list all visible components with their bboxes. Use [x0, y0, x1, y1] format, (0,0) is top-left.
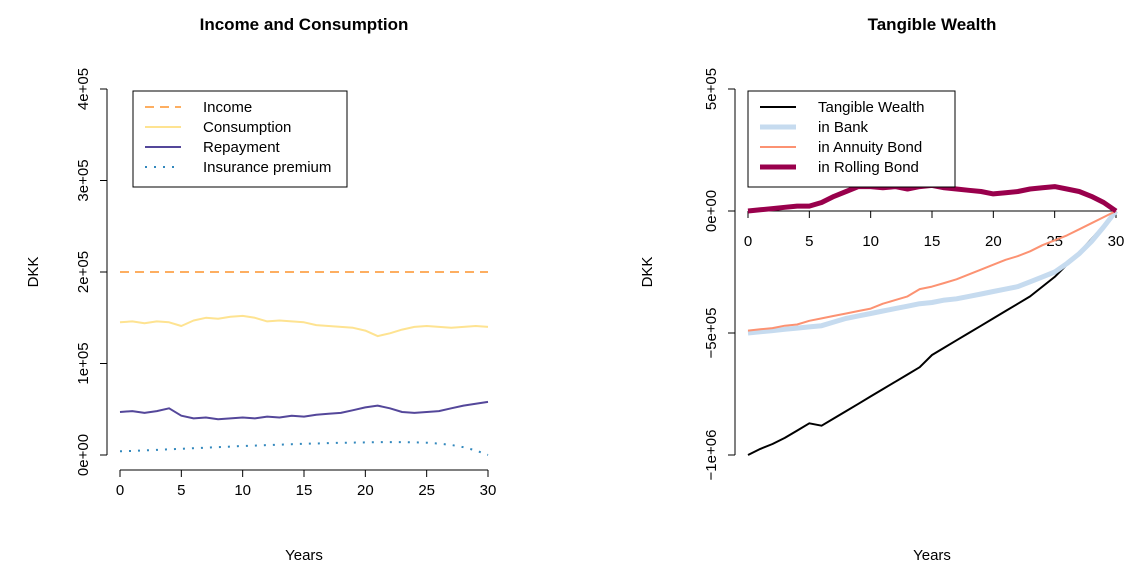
- x-tick-label: 20: [357, 482, 374, 499]
- series-line: [747, 182, 1118, 214]
- x-tick-label: 0: [116, 482, 124, 499]
- legend-label: Income: [203, 99, 252, 116]
- x-axis-label: Years: [285, 547, 323, 564]
- x-tick-label: 10: [234, 482, 251, 499]
- y-tick-label: −5e+05: [703, 308, 720, 359]
- x-tick-label: 20: [985, 233, 1002, 250]
- x-tick-label: 25: [418, 482, 435, 499]
- x-tick-label: 15: [296, 482, 313, 499]
- series-line: [747, 210, 1117, 332]
- y-tick-label: 3e+05: [75, 159, 92, 201]
- chart-title: Tangible Wealth: [868, 15, 997, 34]
- y-tick-label: −1e+06: [703, 430, 720, 481]
- x-axis-label: Years: [913, 547, 951, 564]
- y-tick-label: 5e+05: [703, 68, 720, 110]
- legend-label: in Annuity Bond: [818, 139, 922, 156]
- legend-label: in Rolling Bond: [818, 159, 919, 176]
- legend-label: Insurance premium: [203, 159, 331, 176]
- y-tick-label: 4e+05: [75, 68, 92, 110]
- x-tick-label: 30: [1108, 233, 1125, 250]
- legend-label: Tangible Wealth: [818, 99, 924, 116]
- y-tick-label: 2e+05: [75, 251, 92, 293]
- y-tick-label: 1e+05: [75, 342, 92, 384]
- x-tick-label: 5: [177, 482, 185, 499]
- y-axis-label: DKK: [639, 257, 656, 288]
- x-tick-label: 0: [744, 233, 752, 250]
- legend-label: Consumption: [203, 119, 291, 136]
- series-line: [747, 209, 1118, 336]
- x-tick-label: 5: [805, 233, 813, 250]
- y-tick-label: 0e+00: [75, 434, 92, 476]
- series-line: [119, 400, 489, 421]
- y-axis-label: DKK: [25, 257, 42, 288]
- series-line: [119, 314, 489, 338]
- chart-title: Income and Consumption: [200, 15, 409, 34]
- y-tick-label: 0e+00: [703, 190, 720, 232]
- series-line: [119, 441, 489, 456]
- x-tick-label: 30: [480, 482, 497, 499]
- x-tick-label: 15: [924, 233, 941, 250]
- x-tick-label: 10: [862, 233, 879, 250]
- legend-label: in Bank: [818, 119, 869, 136]
- series-line: [747, 210, 1117, 456]
- x-tick-label: 25: [1046, 233, 1063, 250]
- legend-label: Repayment: [203, 139, 281, 156]
